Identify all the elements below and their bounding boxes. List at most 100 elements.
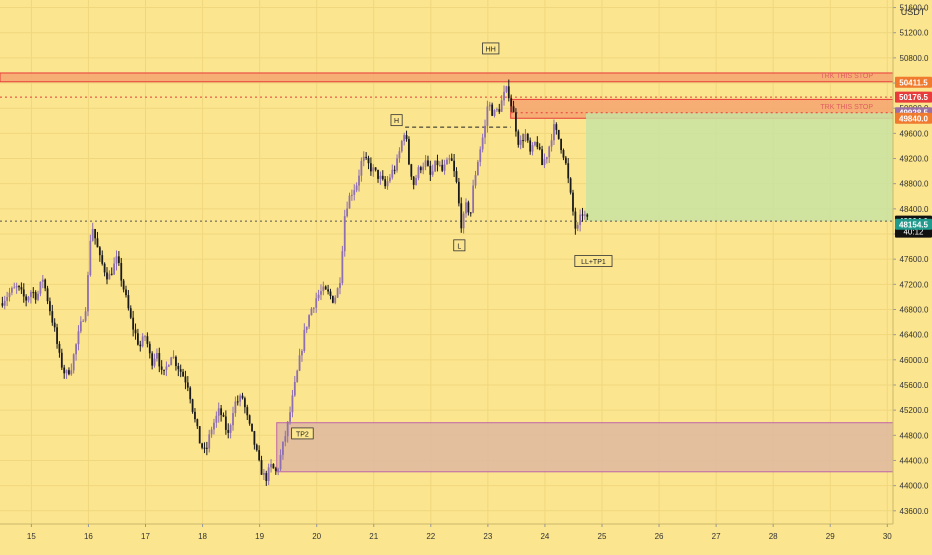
candle [115, 250, 118, 271]
candle-body [229, 425, 232, 433]
candle-body [151, 353, 154, 366]
candle [555, 122, 558, 135]
candle-body [358, 175, 360, 186]
candle [58, 341, 61, 358]
candle [327, 284, 329, 295]
candle-body [339, 283, 341, 289]
candle-body [315, 298, 318, 308]
candle [562, 148, 565, 161]
candle-body [467, 202, 470, 213]
price-tag-label: 50411.5 [899, 78, 928, 87]
candle-body [569, 178, 572, 193]
candle-body [365, 156, 368, 158]
candle [201, 442, 203, 450]
candle-body [317, 294, 320, 299]
candle [543, 153, 546, 169]
candle [522, 133, 524, 148]
candle [189, 386, 192, 404]
candle-body [282, 441, 284, 455]
candle [265, 470, 268, 486]
candle-body [510, 98, 513, 107]
candle-body [191, 399, 194, 412]
candle [132, 310, 135, 337]
currency-label: USDT [901, 7, 926, 17]
candle-body [353, 190, 356, 195]
candle-body [172, 356, 175, 358]
candle [224, 410, 227, 435]
candle-body [331, 295, 334, 303]
candle-body [82, 320, 85, 322]
candle-body [87, 275, 89, 312]
y-tick-label: 51200.0 [900, 29, 929, 38]
x-tick-label: 28 [769, 532, 778, 541]
candle-body [367, 157, 370, 164]
candle-body [410, 164, 413, 177]
candle-body [260, 460, 263, 475]
candle [529, 137, 532, 155]
candle [37, 290, 39, 302]
annotation-tp2-box [291, 427, 314, 440]
candle-body [372, 167, 375, 172]
candle-body [217, 408, 220, 416]
candle-body [68, 370, 70, 375]
axes-layer[interactable]: 43600.0 44000.0 44400.0 44800.0 45200.0 45600… [0, 0, 932, 541]
candle-body [360, 160, 363, 176]
candle-body [144, 336, 146, 338]
candle-body [427, 160, 429, 166]
candle-body [22, 289, 25, 297]
x-tick-label: 22 [426, 532, 435, 541]
candle [10, 286, 13, 296]
candle [153, 353, 156, 368]
candle [136, 328, 139, 346]
candle-body [524, 134, 527, 142]
candle [431, 164, 434, 177]
candle-body [117, 256, 120, 263]
candle-body [63, 367, 66, 374]
candle [469, 212, 472, 217]
candle [179, 364, 182, 378]
candle [560, 138, 562, 154]
candle-body [34, 292, 37, 300]
candle [557, 129, 560, 140]
candle-body [10, 288, 13, 293]
price-tag-49840-0 [895, 112, 932, 124]
candle [424, 154, 427, 171]
price-tag-label: 48154.5 [899, 220, 928, 229]
countdown-label: 40:12 [903, 228, 924, 237]
candle-body [453, 160, 456, 172]
x-tick-label: 21 [369, 532, 378, 541]
candle [341, 245, 344, 286]
candle [408, 136, 410, 166]
candle [581, 207, 584, 222]
candle-body [20, 287, 23, 290]
candle [232, 406, 234, 431]
candle [56, 323, 58, 349]
candle-body [101, 255, 104, 264]
candle-body [443, 164, 446, 171]
candle-body [541, 149, 543, 166]
candle [108, 270, 111, 280]
candle-body [248, 415, 251, 424]
candle-body [512, 106, 515, 113]
candle-body [156, 353, 158, 359]
candle [336, 287, 339, 298]
annotation-hh-box [482, 42, 500, 55]
candle [374, 167, 377, 172]
annotation-ll-tp1-box [574, 255, 613, 267]
candle-body [213, 422, 215, 430]
candle [334, 295, 337, 305]
candle-body [408, 139, 410, 165]
candle [239, 393, 242, 407]
candle-body [403, 135, 406, 142]
candle-body [253, 431, 256, 445]
candle [377, 169, 379, 183]
candle-body [405, 135, 408, 140]
candle [296, 369, 299, 383]
candle [151, 351, 154, 370]
x-tick-label: 24 [540, 532, 549, 541]
candle [49, 297, 51, 316]
candle [117, 251, 120, 266]
candle [8, 287, 11, 302]
